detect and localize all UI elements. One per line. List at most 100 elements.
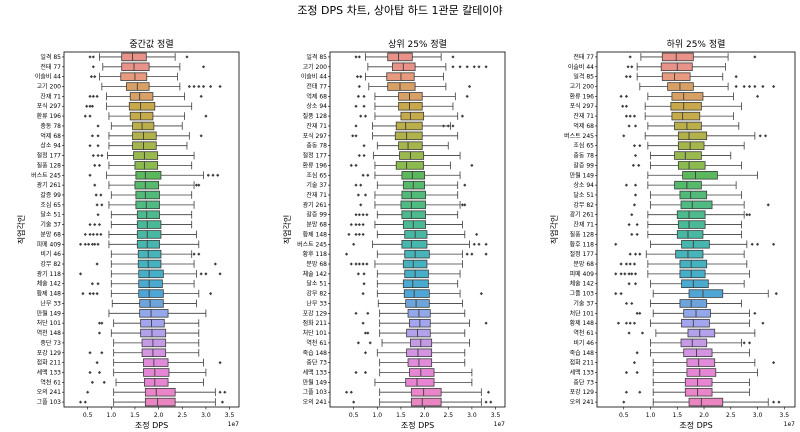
box-4 — [101, 82, 222, 91]
x-tick-label: 1.0 — [373, 412, 383, 419]
outlier-point — [614, 291, 618, 296]
box-iqr — [401, 240, 428, 249]
box-3 — [355, 72, 444, 81]
plot-frame — [596, 51, 796, 408]
box-iqr — [681, 240, 710, 249]
box-6 — [85, 101, 193, 111]
outlier-point — [771, 400, 776, 404]
outlier-point — [97, 163, 102, 168]
box-iqr — [402, 180, 425, 190]
box-26 — [111, 299, 197, 308]
y-axis-label: 직업각인 — [282, 215, 292, 244]
box-iqr — [135, 171, 162, 180]
outlier-point — [614, 272, 618, 276]
box-iqr — [395, 161, 425, 170]
outlier-point — [627, 222, 631, 227]
plot-frame — [63, 51, 240, 408]
y-tick-label: 오의 241 — [303, 398, 328, 406]
box-32 — [632, 358, 776, 367]
outlier-point — [100, 321, 104, 325]
y-tick-label: 황후 118 — [303, 250, 328, 258]
box-29 — [363, 328, 466, 338]
y-tick-label: 분망 68 — [306, 260, 327, 268]
box-iqr — [683, 348, 713, 358]
outlier-point — [366, 173, 370, 177]
outlier-point — [362, 282, 366, 286]
outlier-point — [463, 183, 467, 187]
box-17 — [354, 210, 459, 219]
outlier-point — [95, 262, 99, 266]
box-iqr — [676, 210, 706, 219]
outlier-point — [627, 124, 631, 128]
outlier-point — [197, 84, 201, 89]
outlier-point — [357, 232, 361, 237]
box-24 — [627, 279, 745, 288]
box-22 — [619, 259, 748, 269]
box-iqr — [661, 72, 691, 81]
box-iqr — [683, 309, 711, 318]
outlier-point — [206, 173, 210, 177]
outlier-point — [628, 262, 632, 266]
box-33 — [88, 368, 207, 377]
box-iqr — [403, 289, 430, 298]
outlier-point — [356, 193, 360, 197]
outlier-point — [633, 252, 638, 256]
box-iqr — [386, 72, 415, 81]
box-iqr — [134, 180, 159, 190]
box-iqr — [684, 378, 713, 387]
box-12 — [349, 161, 474, 170]
x-scale-offset: 1e7 — [494, 421, 506, 428]
outlier-point — [354, 55, 358, 59]
outlier-point — [635, 351, 639, 355]
outlier-point — [91, 153, 95, 158]
y-tick-label: 점화 211 — [303, 320, 328, 327]
outlier-point — [622, 134, 626, 138]
y-tick-label: 환류 196 — [37, 112, 62, 120]
outlier-point — [90, 134, 94, 138]
box-19 — [347, 230, 479, 239]
y-tick-label: 점화 211 — [37, 360, 62, 367]
box-13 — [647, 171, 758, 180]
y-tick-label: 만월 149 — [570, 171, 595, 179]
box-iqr — [402, 220, 426, 229]
y-tick-label: 세맥 133 — [570, 368, 595, 376]
outlier-point — [635, 232, 639, 237]
box-17 — [630, 210, 752, 219]
outlier-point — [349, 163, 353, 168]
outlier-point — [619, 262, 623, 266]
outlier-point — [355, 75, 360, 79]
y-tick-label: 만월 149 — [37, 309, 62, 317]
box-iqr — [674, 121, 702, 131]
y-tick-label: 억제 68 — [40, 132, 61, 140]
y-tick-label: 분망 68 — [573, 260, 594, 268]
outlier-point — [357, 222, 361, 227]
box-iqr — [675, 249, 704, 259]
outlier-point — [199, 134, 203, 138]
outlier-point — [357, 84, 361, 89]
outlier-point — [78, 242, 83, 246]
outlier-point — [88, 173, 92, 177]
y-tick-label: 포강 129 — [570, 388, 595, 396]
outlier-point — [88, 114, 92, 118]
box-23 — [614, 269, 750, 279]
outlier-point — [201, 65, 206, 69]
outlier-point — [631, 163, 635, 168]
y-tick-label: 일격 85 — [306, 53, 327, 61]
box-iqr — [405, 299, 430, 308]
box-27 — [108, 309, 207, 318]
outlier-point — [638, 390, 642, 394]
outlier-point — [359, 75, 363, 79]
box-30 — [650, 338, 752, 348]
y-tick-label: 비기 46 — [40, 250, 61, 258]
outlier-point — [96, 213, 100, 217]
outlier-point — [630, 65, 634, 69]
box-iqr — [129, 92, 154, 101]
x-tick-label: 0.5 — [83, 412, 93, 419]
box-30 — [113, 338, 200, 348]
box-13 — [361, 171, 461, 180]
outlier-point — [97, 331, 102, 335]
outlier-point — [78, 272, 83, 276]
